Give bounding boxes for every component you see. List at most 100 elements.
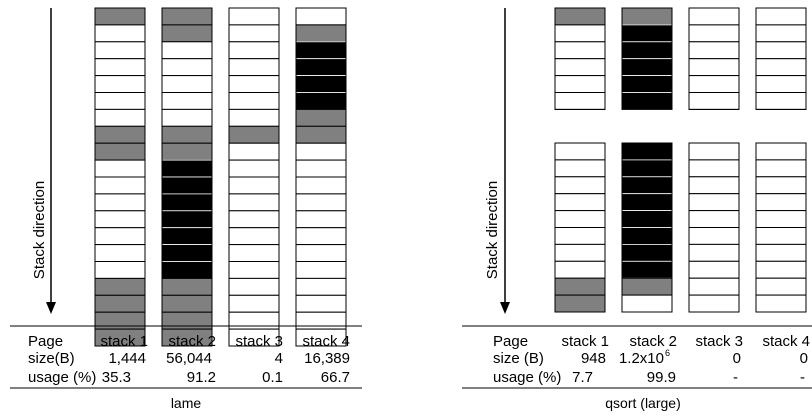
page-cell-white [228, 193, 280, 212]
page-cell-white [94, 176, 146, 195]
page-cell-white [755, 243, 807, 262]
stack-outline [554, 7, 606, 110]
stack-1-header: stack 1 [561, 333, 609, 350]
page-cell-white [228, 176, 280, 195]
page-cell-white [161, 41, 213, 60]
row-label-usage: usage (%) [28, 369, 96, 386]
page-cell-black [295, 41, 347, 60]
stack-4-header: stack 4 [302, 333, 350, 350]
page-cell-white [688, 41, 740, 60]
page-cell-white [554, 92, 606, 110]
page-cell-white [295, 193, 347, 212]
page-cell-white [688, 75, 740, 93]
stack-2-column [161, 7, 213, 347]
page-cell-gray [228, 125, 280, 144]
page-cell-gray [295, 125, 347, 144]
page-cell-white [161, 92, 213, 110]
panel-lame: Stack direction Page size(B) usage (%) s… [10, 7, 362, 411]
page-cell-white [94, 24, 146, 43]
page-cell-black [295, 92, 347, 110]
stack-outline [295, 7, 347, 347]
stack-outline [755, 142, 807, 313]
page-cell-white [228, 24, 280, 43]
stack-2-size-base: 1.2x10 [619, 350, 664, 367]
page-cell-white [228, 244, 280, 263]
page-cell-white [755, 294, 807, 313]
page-cell-white [755, 210, 807, 229]
page-cell-white [228, 277, 280, 296]
stack-3-column [228, 7, 280, 347]
page-cell-gray [554, 277, 606, 296]
stack-outline [554, 142, 606, 313]
page-cell-white [554, 227, 606, 245]
stack-2-size: 1.2x10 [619, 350, 664, 367]
page-cell-white [94, 210, 146, 229]
stack-outline [621, 142, 673, 313]
stack-4-usage: 66.7 [321, 369, 350, 386]
page-cell-white [688, 159, 740, 178]
page-cell-white [228, 210, 280, 229]
page-cell-gray [161, 294, 213, 313]
page-cell-black [621, 176, 673, 195]
panel-caption: qsort (large) [605, 395, 680, 411]
stack-4-header: stack 4 [762, 333, 810, 350]
page-cell-gray [94, 294, 146, 313]
page-cell-white [755, 92, 807, 110]
page-cell-white [161, 58, 213, 77]
page-cell-black [161, 210, 213, 229]
page-cell-black [621, 260, 673, 279]
stack-outline [621, 7, 673, 110]
stack-3-usage: 0.1 [262, 369, 283, 386]
page-cell-white [295, 142, 347, 161]
page-cell-white [295, 176, 347, 195]
panel-qsort-large: Stack direction Page size (B) usage (%) … [462, 7, 812, 411]
row-label-size: size (B) [493, 350, 544, 367]
page-cell-white [554, 210, 606, 229]
page-cell-gray [94, 277, 146, 296]
stack-2-header: stack 2 [168, 333, 216, 350]
stack-outline [161, 7, 213, 347]
stack-2-column [621, 7, 673, 313]
page-cell-white [755, 24, 807, 43]
page-cell-white [554, 176, 606, 195]
page-cell-gray [94, 311, 146, 330]
stack-4-size: 16,389 [304, 350, 350, 367]
page-cell-white [228, 92, 280, 110]
page-cell-white [228, 108, 280, 127]
page-cell-white [161, 75, 213, 93]
page-cell-white [755, 7, 807, 26]
page-cell-white [94, 193, 146, 212]
page-cell-white [94, 92, 146, 110]
stack-direction-label: Stack direction [31, 181, 48, 279]
page-cell-white [228, 311, 280, 330]
stack-4-size: 0 [800, 350, 808, 367]
page-cell-white [228, 7, 280, 26]
page-cell-gray [94, 7, 146, 26]
page-cell-black [621, 159, 673, 178]
stack-1-usage: 35.3 [102, 369, 131, 386]
stack-outline [228, 7, 280, 347]
page-cell-white [228, 261, 280, 279]
page-cell-gray [161, 24, 213, 43]
page-cell-white [755, 41, 807, 60]
stack-3-size: 4 [275, 350, 283, 367]
row-label-usage: usage (%) [493, 369, 561, 386]
page-cell-white [295, 294, 347, 313]
stack-1-column [554, 7, 606, 313]
page-cell-white [755, 277, 807, 296]
page-cell-white [295, 277, 347, 296]
page-cell-white [295, 7, 347, 26]
page-cell-white [688, 210, 740, 229]
stack-4-usage: - [800, 369, 805, 386]
page-cell-white [688, 92, 740, 110]
stack-2-header: stack 2 [629, 333, 677, 350]
page-cell-black [161, 193, 213, 212]
stack-2-size: 56,044 [166, 350, 212, 367]
page-cell-white [554, 159, 606, 178]
stack-2-size-exponent: 6 [665, 348, 670, 358]
page-cell-black [161, 159, 213, 178]
page-cell-white [295, 210, 347, 229]
page-cell-white [94, 41, 146, 60]
page-cell-white [688, 193, 740, 212]
